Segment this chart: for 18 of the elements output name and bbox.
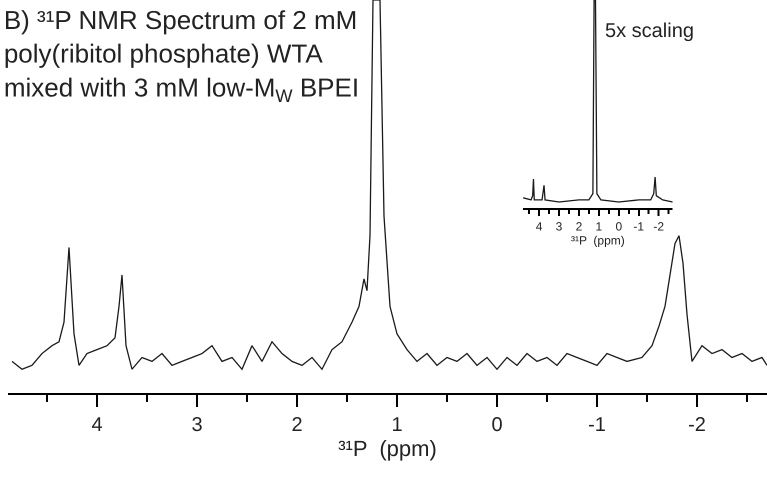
x-tick-label: -2 xyxy=(653,219,664,234)
annotation: 5x scaling xyxy=(605,20,694,42)
x-tick-label: 4 xyxy=(91,414,103,436)
x-tick-label: 2 xyxy=(576,219,583,234)
x-tick-label: 4 xyxy=(536,219,543,234)
x-tick-label: -1 xyxy=(633,219,644,234)
x-tick-label: -2 xyxy=(688,414,706,436)
x-tick-label: 2 xyxy=(291,414,303,436)
x-tick-label: 1 xyxy=(596,219,603,234)
x-tick-label: 3 xyxy=(556,219,563,234)
x-tick-label: 1 xyxy=(391,414,403,436)
x-axis-title: ³¹P (ppm) xyxy=(570,233,625,248)
x-tick-label: 3 xyxy=(191,414,203,436)
x-tick-label: 0 xyxy=(491,414,503,436)
x-tick-label: 0 xyxy=(615,219,622,234)
x-axis-title: ³¹P (ppm) xyxy=(338,436,437,461)
text: B) ³¹P NMR Spectrum of 2 mM poly(ribitol phosphate) WTA mixed with 3 mM low-M$_{W}$ BPEI xyxy=(4,4,360,106)
x-tick-label: -1 xyxy=(588,414,606,436)
